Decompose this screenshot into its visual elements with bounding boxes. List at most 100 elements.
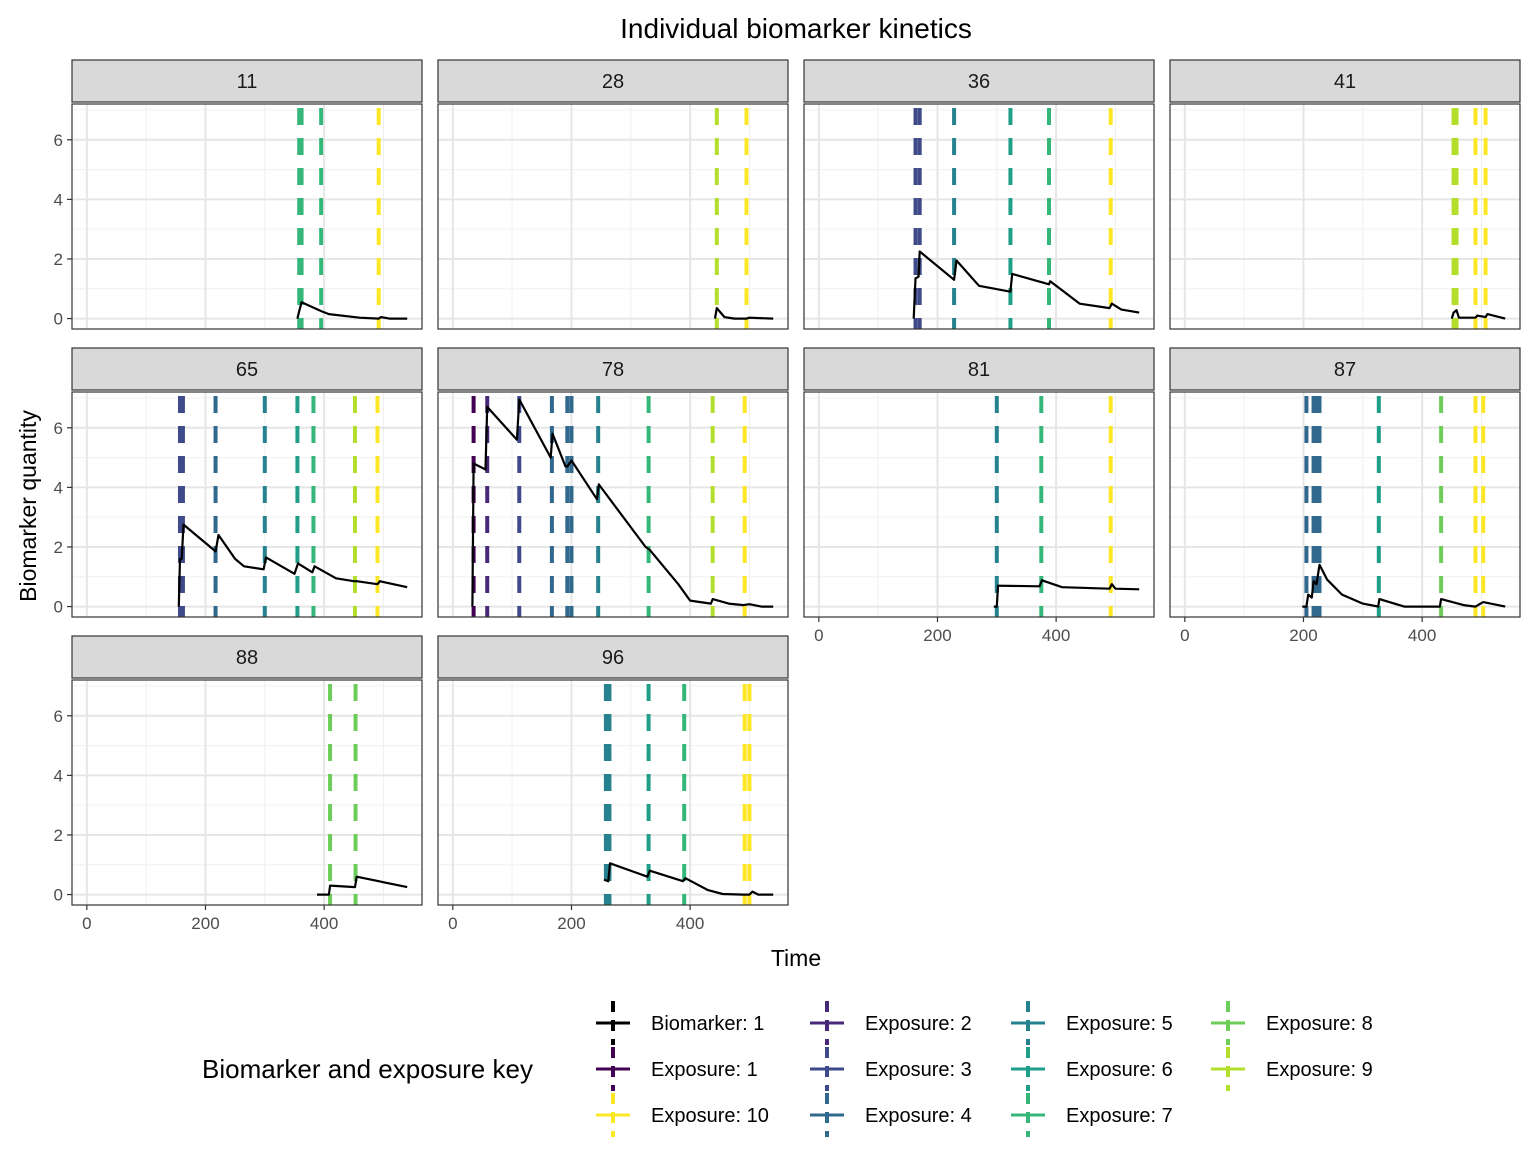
- facet-panel-81: 81 0 200 400: [803, 347, 1155, 645]
- facet-panel-88: 88 0 2 4 6 0 200 400: [54, 635, 423, 933]
- biomarker-line: [603, 862, 774, 896]
- facet-strip: [1169, 347, 1521, 391]
- y-tick-label: 2: [54, 826, 63, 845]
- legend-label: Exposure: 6: [1066, 1059, 1173, 1081]
- legend-label: Exposure: 8: [1266, 1013, 1373, 1035]
- y-tick-label: 2: [54, 538, 63, 557]
- facet-strip: [71, 635, 423, 679]
- y-axis-title: Biomarker quantity: [15, 410, 41, 602]
- x-tick-label: 200: [1289, 626, 1317, 645]
- legend-item: Exposure: 5: [1011, 1001, 1173, 1045]
- facet-strip-label: 81: [968, 359, 990, 381]
- facet-panel-96: 96 0 200 400: [437, 635, 789, 933]
- y-tick-label: 2: [54, 250, 63, 269]
- legend-item: Exposure: 6: [1011, 1047, 1173, 1091]
- x-tick-label: 0: [814, 626, 823, 645]
- panel-border: [437, 391, 789, 618]
- facet-strip-label: 65: [236, 359, 258, 381]
- legend-label: Biomarker: 1: [651, 1013, 764, 1035]
- x-tick-label: 0: [448, 914, 457, 933]
- plot-background: [72, 104, 422, 329]
- legend-item: Exposure: 9: [1211, 1047, 1373, 1091]
- panel-border: [71, 679, 423, 906]
- facet-panel-11: 11 0 2 4 6: [54, 59, 423, 330]
- legend-label: Exposure: 1: [651, 1059, 758, 1081]
- plot-background: [438, 680, 788, 905]
- facet-panel-65: 65 0 2 4 6: [54, 347, 423, 618]
- y-tick-label: 6: [54, 707, 63, 726]
- facet-strip: [437, 59, 789, 103]
- legend-label: Exposure: 5: [1066, 1013, 1173, 1035]
- facet-strip-label: 28: [602, 71, 624, 93]
- chart-title: Individual biomarker kinetics: [620, 13, 972, 44]
- x-tick-label: 200: [191, 914, 219, 933]
- facet-strip-label: 11: [237, 71, 258, 93]
- legend-item: Exposure: 3: [810, 1047, 972, 1091]
- panel-border: [437, 103, 789, 330]
- facet-strip: [71, 347, 423, 391]
- biomarker-line: [912, 250, 1140, 319]
- y-tick-label: 4: [54, 766, 63, 785]
- legend-label: Exposure: 7: [1066, 1105, 1173, 1127]
- facet-panel-87: 87 0 200 400: [1169, 347, 1521, 645]
- facet-strip-label: 78: [602, 359, 624, 381]
- facet-strip-label: 36: [968, 71, 990, 93]
- plot-background: [72, 680, 422, 905]
- biomarker-line: [317, 875, 408, 896]
- legend-item: Exposure: 4: [810, 1093, 972, 1137]
- legend-item: Exposure: 2: [810, 1001, 972, 1045]
- x-axis-title: Time: [771, 945, 821, 971]
- biomarker-line: [296, 301, 408, 320]
- facet-strip: [803, 59, 1155, 103]
- plot-background: [1170, 392, 1520, 617]
- facet-strip: [437, 635, 789, 679]
- y-tick-label: 0: [54, 310, 63, 329]
- panel-border: [1169, 103, 1521, 330]
- x-tick-label: 400: [1042, 626, 1070, 645]
- panel-border: [803, 391, 1155, 618]
- y-tick-label: 6: [54, 131, 63, 150]
- biomarker-line: [471, 398, 774, 608]
- legend: Biomarker and exposure key Biomarker: 1 E…: [202, 1001, 1373, 1137]
- biomarker-line: [1450, 309, 1506, 320]
- panel-border: [437, 679, 789, 906]
- plot-background: [72, 392, 422, 617]
- y-tick-label: 4: [54, 190, 63, 209]
- y-tick-label: 4: [54, 478, 63, 497]
- x-tick-label: 0: [82, 914, 91, 933]
- facet-panel-28: 28: [437, 59, 789, 330]
- legend-label: Exposure: 2: [865, 1013, 972, 1035]
- facet-panel-36: 36: [803, 59, 1155, 330]
- facet-strip: [71, 59, 423, 103]
- legend-item: Exposure: 8: [1211, 1001, 1373, 1045]
- panel-border: [71, 103, 423, 330]
- biomarker-line: [177, 523, 408, 607]
- facet-strip: [803, 347, 1155, 391]
- facet-strip: [437, 347, 789, 391]
- x-tick-label: 0: [1180, 626, 1189, 645]
- facet-panel-78: 78: [437, 347, 789, 618]
- facet-strip-label: 96: [602, 647, 624, 669]
- legend-item: Biomarker: 1: [596, 1001, 764, 1045]
- y-tick-label: 6: [54, 419, 63, 438]
- panel-border: [803, 103, 1155, 330]
- facet-strip-label: 41: [1334, 71, 1356, 93]
- legend-item: Exposure: 1: [596, 1047, 758, 1091]
- panel-border: [1169, 391, 1521, 618]
- x-tick-label: 200: [923, 626, 951, 645]
- legend-label: Exposure: 4: [865, 1105, 972, 1127]
- legend-label: Exposure: 10: [651, 1105, 769, 1127]
- plot-background: [804, 392, 1154, 617]
- x-tick-label: 400: [676, 914, 704, 933]
- legend-title: Biomarker and exposure key: [202, 1054, 533, 1084]
- x-tick-label: 400: [1408, 626, 1436, 645]
- biomarker-line: [713, 307, 774, 320]
- facet-panel-41: 41: [1169, 59, 1521, 330]
- plot-background: [438, 104, 788, 329]
- facet-strip-label: 88: [236, 647, 258, 669]
- biomarker-line: [993, 579, 1140, 608]
- legend-item: Exposure: 10: [596, 1093, 769, 1137]
- legend-label: Exposure: 9: [1266, 1059, 1373, 1081]
